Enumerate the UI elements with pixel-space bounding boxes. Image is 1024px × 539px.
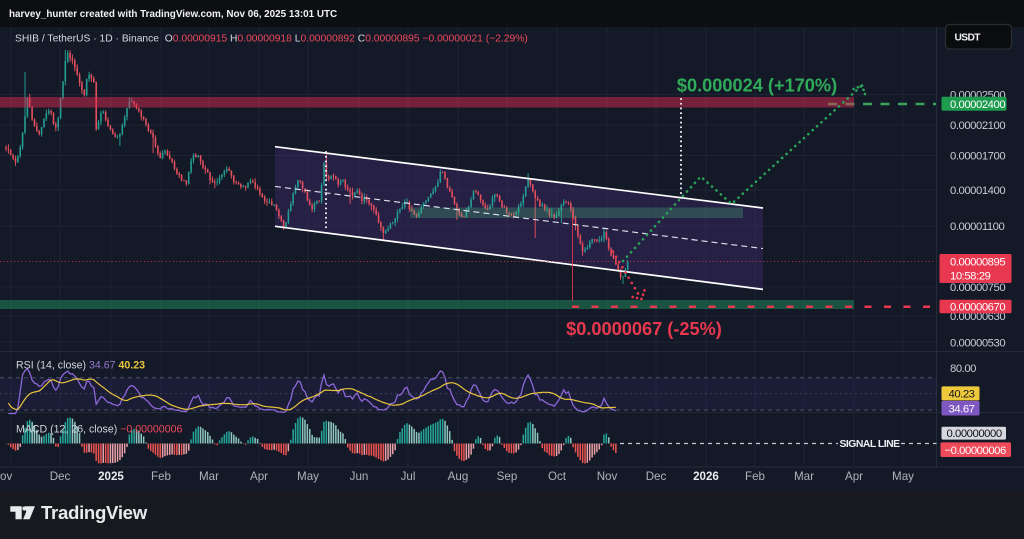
svg-text:May: May [297,470,319,483]
svg-text:0.00000670: 0.00000670 [950,302,1005,314]
svg-text:SIGNAL LINE: SIGNAL LINE [839,439,900,450]
svg-text:10:58:29: 10:58:29 [950,270,991,282]
svg-text:Apr: Apr [250,470,268,483]
svg-text:0.00000630: 0.00000630 [950,311,1005,323]
svg-text:Feb: Feb [151,470,171,483]
svg-text:Sep: Sep [497,470,518,483]
svg-text:0.00002100: 0.00002100 [950,120,1005,132]
svg-text:harvey_hunter created with Tra: harvey_hunter created with TradingView.c… [9,9,337,20]
svg-text:Mar: Mar [794,470,814,483]
svg-text:TradingView: TradingView [41,502,148,523]
svg-text:0.00001100: 0.00001100 [950,221,1005,233]
svg-text:0.00001700: 0.00001700 [950,151,1005,163]
svg-text:SHIB / TetherUS · 1D · Binance: SHIB / TetherUS · 1D · Binance O0.000009… [15,34,528,45]
svg-text:Aug: Aug [448,470,469,483]
svg-text:80.00: 80.00 [950,363,976,375]
svg-text:40.23: 40.23 [949,389,975,401]
svg-text:Nov: Nov [597,470,618,483]
svg-text:MACD (12, 26, close) −0.000000: MACD (12, 26, close) −0.00000006 [16,424,182,436]
svg-text:Oct: Oct [548,470,567,483]
svg-text:34.67: 34.67 [949,403,975,415]
svg-text:0.00000895: 0.00000895 [950,256,1005,268]
svg-text:Nov: Nov [0,470,13,483]
svg-text:Dec: Dec [646,470,667,483]
svg-text:2025: 2025 [98,470,124,483]
svg-text:$0.0000067 (-25%): $0.0000067 (-25%) [566,319,722,339]
svg-text:0.00002400: 0.00002400 [950,99,1005,111]
svg-text:Dec: Dec [50,470,71,483]
svg-text:0.00000000: 0.00000000 [947,428,1002,440]
svg-text:−0.00000006: −0.00000006 [945,445,1006,457]
svg-text:Jun: Jun [350,470,369,483]
svg-text:May: May [892,470,914,483]
svg-text:RSI (14, close) 34.67 40.23: RSI (14, close) 34.67 40.23 [16,360,145,372]
svg-text:0.00000750: 0.00000750 [950,282,1005,294]
svg-text:0.00001400: 0.00001400 [950,185,1005,197]
svg-text:2026: 2026 [693,470,719,483]
svg-text:USDT: USDT [955,33,982,44]
svg-text:0.00000530: 0.00000530 [950,337,1005,349]
svg-text:Jul: Jul [401,470,416,483]
svg-text:Apr: Apr [845,470,863,483]
svg-text:$0.000024 (+170%): $0.000024 (+170%) [677,76,837,96]
svg-text:Feb: Feb [745,470,765,483]
svg-text:Mar: Mar [199,470,219,483]
